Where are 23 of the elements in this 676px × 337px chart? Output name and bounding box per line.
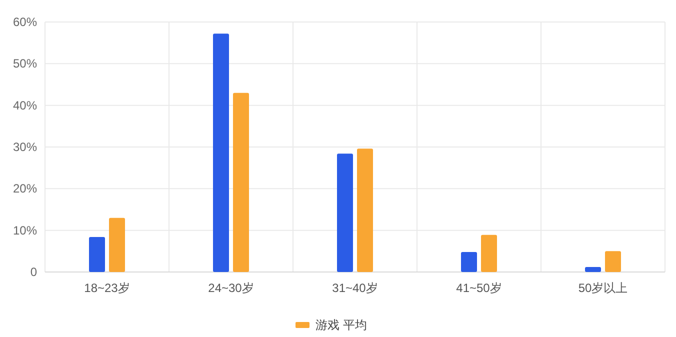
x-tick-label: 31~40岁 (332, 281, 378, 295)
y-tick-label: 30% (12, 140, 38, 154)
y-tick-label: 20% (12, 182, 38, 196)
bar (109, 218, 125, 272)
y-tick-label: 60% (12, 15, 38, 29)
x-tick-label: 50岁以上 (578, 281, 628, 295)
y-tick-label: 40% (12, 98, 38, 112)
x-tick-label: 41~50岁 (456, 281, 502, 295)
y-tick-label: 0 (30, 265, 38, 279)
bar (481, 234, 497, 272)
bar (337, 154, 353, 272)
bar (357, 148, 373, 272)
bar (461, 252, 477, 272)
bar (605, 251, 621, 272)
bar (585, 267, 601, 272)
bar (89, 237, 105, 272)
x-tick-label: 24~30岁 (208, 281, 254, 295)
legend-label: 游戏 平均 (316, 318, 367, 332)
x-tick-label: 18~23岁 (84, 281, 130, 295)
bar (233, 92, 249, 272)
y-tick-label: 10% (12, 223, 38, 238)
y-tick-label: 50% (12, 56, 38, 71)
bar (213, 34, 229, 272)
